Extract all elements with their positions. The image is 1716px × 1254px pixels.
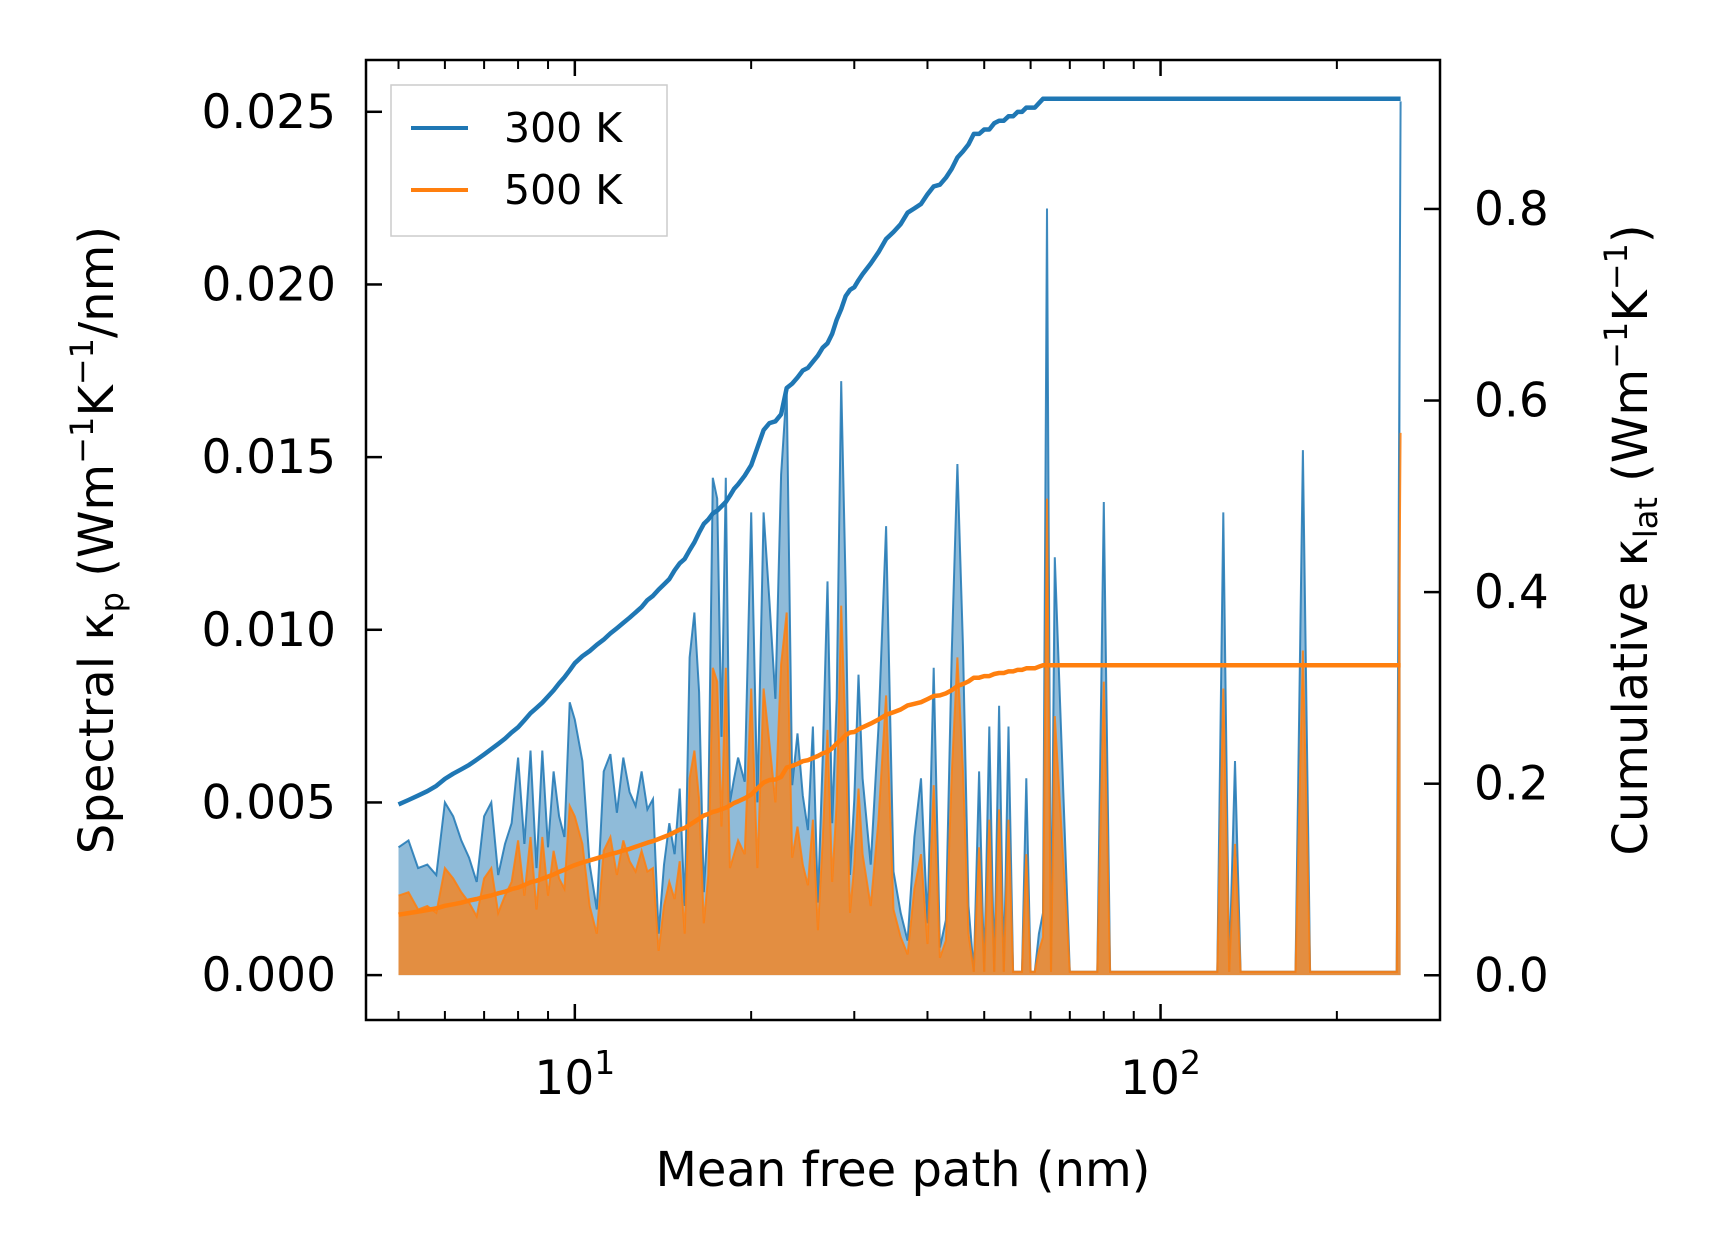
tick-group: 0.000 0.005 0.010 0.015 0.020 0.025 0.0 0.2 0.4 0… [201, 60, 1549, 1106]
y-right-main: Cumulative κ [1603, 538, 1659, 856]
y-axis-label-left: Spectral κp (Wm−1K−1/nm) [63, 226, 131, 854]
y-right-exp2: −1 [1597, 243, 1635, 290]
y-right-tick-label: 0.4 [1474, 565, 1549, 620]
cumulative-line-500k [398, 662, 1401, 917]
x-tick-exp: 2 [1180, 1043, 1201, 1082]
y-left-sub: p [93, 592, 131, 612]
plot-area [397, 96, 1402, 976]
axes-frame [364, 58, 1442, 1022]
x-tick-label: 101 [534, 1043, 615, 1106]
y-right-sub: lat [1627, 497, 1665, 538]
legend: 300 K 500 K [390, 84, 668, 237]
legend-label-500k: 500 K [504, 166, 623, 214]
y-left-tick-label: 0.005 [201, 775, 336, 830]
y-right-units-open: (Wm [1603, 369, 1659, 497]
x-tick-base: 10 [1120, 1051, 1180, 1106]
y-left-units-close: /nm) [69, 226, 125, 338]
y-right-tick-label: 0.6 [1474, 374, 1549, 429]
y-right-mid: K [1603, 289, 1659, 322]
x-axis-label: Mean free path (nm) [656, 1142, 1151, 1198]
y-left-exp1: −1 [63, 417, 101, 464]
y-left-tick-label: 0.015 [201, 430, 336, 485]
y-axis-label-right: Cumulative κlat (Wm−1K−1) [1597, 224, 1665, 855]
y-right-units-close: ) [1603, 224, 1659, 243]
y-left-main: Spectral κ [69, 612, 125, 854]
x-tick-exp: 1 [594, 1043, 615, 1082]
legend-frame [390, 84, 668, 237]
y-left-tick-label: 0.000 [201, 948, 336, 1003]
y-left-mid: K [69, 384, 125, 417]
x-tick-base: 10 [534, 1051, 594, 1106]
legend-label-300k: 300 K [504, 104, 623, 152]
y-right-tick-label: 0.8 [1474, 182, 1549, 237]
y-left-tick-label: 0.020 [201, 257, 336, 312]
spectral-line-500k [398, 432, 1402, 973]
y-right-tick-label: 0.0 [1474, 948, 1549, 1003]
cumulative-line-300k [397, 96, 1401, 807]
y-right-tick-label: 0.2 [1474, 757, 1549, 812]
y-right-exp1: −1 [1597, 322, 1635, 369]
y-left-tick-label: 0.010 [201, 603, 336, 658]
y-left-units-open: (Wm [69, 464, 125, 592]
y-left-exp2: −1 [63, 338, 101, 385]
spectral-area-500k [398, 432, 1401, 976]
x-tick-label: 102 [1120, 1043, 1201, 1106]
y-left-tick-label: 0.025 [201, 85, 336, 140]
